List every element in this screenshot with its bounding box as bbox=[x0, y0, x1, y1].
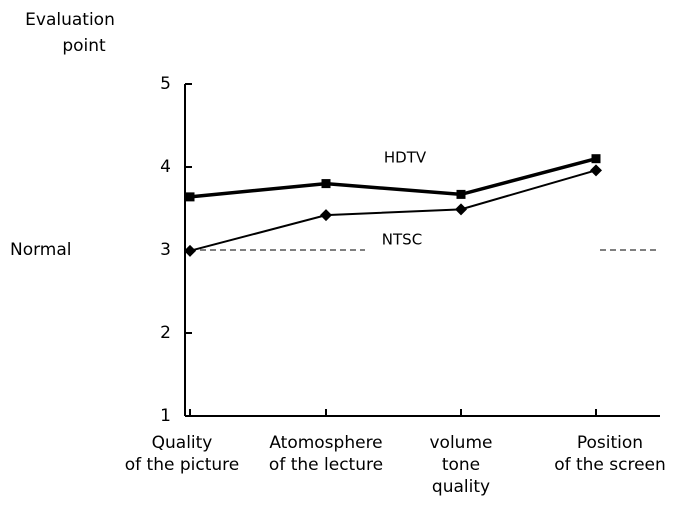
series-label: HDTV bbox=[384, 149, 427, 167]
marker bbox=[590, 164, 602, 177]
x-tick-label: Position bbox=[577, 433, 643, 453]
y-tick-label: 2 bbox=[160, 323, 171, 343]
y-tick-label: 5 bbox=[160, 74, 171, 94]
x-tick-label: of the picture bbox=[125, 455, 239, 475]
x-tick-label: tone bbox=[442, 455, 480, 475]
x-tick-label: of the screen bbox=[554, 455, 666, 475]
marker bbox=[320, 209, 332, 222]
x-tick-label: quality bbox=[432, 477, 490, 497]
y-tick-label: 3 bbox=[160, 240, 171, 260]
reference-label: Normal bbox=[10, 240, 72, 260]
x-tick-label: of the lecture bbox=[269, 455, 383, 475]
y-tick-label: 1 bbox=[160, 406, 171, 426]
marker bbox=[591, 154, 601, 164]
series-label: NTSC bbox=[382, 231, 422, 249]
x-tick-label: Atomosphere bbox=[269, 433, 382, 453]
y-axis-title: point bbox=[62, 36, 106, 56]
x-tick-label: volume bbox=[430, 433, 493, 453]
marker bbox=[456, 189, 466, 199]
series-line bbox=[189, 169, 597, 252]
marker bbox=[185, 192, 195, 202]
x-tick-label: Quality bbox=[152, 433, 213, 453]
marker bbox=[455, 203, 467, 216]
y-tick-label: 4 bbox=[160, 157, 171, 177]
marker bbox=[184, 244, 196, 257]
y-axis-title: Evaluation bbox=[25, 10, 115, 30]
series-line bbox=[189, 157, 597, 199]
marker bbox=[321, 179, 331, 189]
